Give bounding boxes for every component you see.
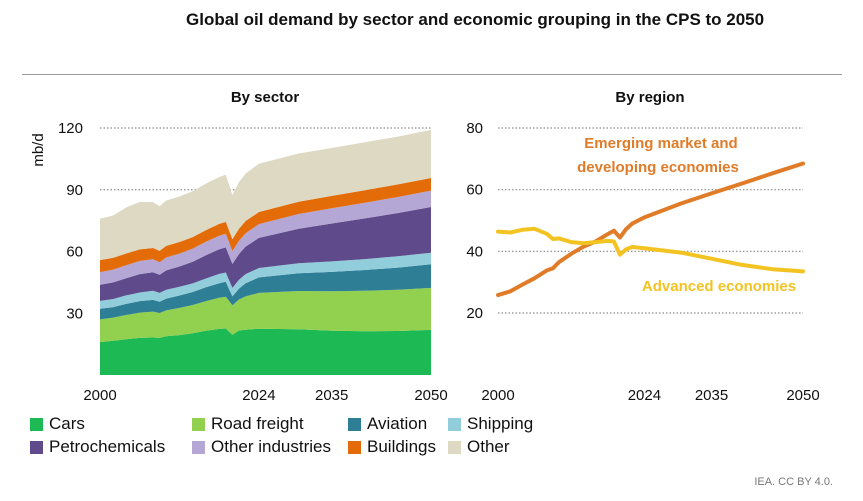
chart-title: Global oil demand by sector and economic… bbox=[186, 10, 765, 29]
area-cars bbox=[100, 328, 431, 375]
emde-series-label-line1: Emerging market and bbox=[584, 135, 737, 152]
sector-y-axis-label: mb/d bbox=[30, 133, 47, 166]
legend-label-cars: Cars bbox=[49, 414, 85, 433]
legend-label-other-industries: Other industries bbox=[211, 437, 331, 456]
legend-item-other-industries: Other industries bbox=[192, 437, 331, 457]
legend-swatch-shipping bbox=[448, 417, 461, 431]
region-y-tick-label: 20 bbox=[466, 305, 483, 322]
legend-item-buildings: Buildings bbox=[348, 437, 436, 457]
legend-swatch-aviation bbox=[348, 417, 361, 431]
area-other-industries bbox=[100, 190, 431, 285]
legend-swatch-road-freight bbox=[192, 417, 205, 431]
area-other bbox=[100, 129, 431, 261]
source-credit: IEA. CC BY 4.0. bbox=[754, 476, 833, 488]
region-x-tick-label: 2050 bbox=[786, 387, 819, 404]
region-lines bbox=[496, 161, 805, 298]
line-emde bbox=[496, 161, 805, 298]
region-y-tick-label: 80 bbox=[466, 120, 483, 137]
emde-series-label-line2: developing economies bbox=[577, 159, 739, 176]
sector-y-tick-label: 30 bbox=[66, 305, 83, 322]
sector-y-tick-label: 90 bbox=[66, 182, 83, 199]
region-x-tick-label: 2024 bbox=[628, 387, 661, 404]
sector-x-tick-label: 2024 bbox=[242, 387, 275, 404]
sector-y-ticks: 30 60 90 120 bbox=[58, 120, 83, 322]
title-divider bbox=[22, 74, 842, 75]
legend-item-other: Other bbox=[448, 437, 510, 457]
area-petrochemicals bbox=[100, 207, 431, 301]
region-y-ticks: 20 40 60 80 bbox=[466, 120, 483, 322]
sector-x-tick-label: 2000 bbox=[83, 387, 116, 404]
region-x-ticks: 2000 2024 2035 2050 bbox=[481, 387, 819, 404]
legend-swatch-petrochemicals bbox=[30, 440, 43, 454]
legend-label-aviation: Aviation bbox=[367, 414, 428, 433]
legend-label-road-freight: Road freight bbox=[211, 414, 304, 433]
legend-swatch-other bbox=[448, 440, 461, 454]
legend-swatch-cars bbox=[30, 417, 43, 431]
legend-label-petrochemicals: Petrochemicals bbox=[49, 437, 166, 456]
region-x-tick-label: 2000 bbox=[481, 387, 514, 404]
legend-item-petrochemicals: Petrochemicals bbox=[30, 437, 165, 457]
area-road-freight bbox=[100, 287, 431, 343]
region-y-tick-label: 60 bbox=[466, 182, 483, 199]
sector-stacked-areas bbox=[100, 129, 431, 375]
region-x-tick-label: 2035 bbox=[695, 387, 728, 404]
legend-item-shipping: Shipping bbox=[448, 414, 533, 434]
sector-x-ticks: 2000 2024 2035 2050 bbox=[83, 387, 447, 404]
sector-y-tick-label: 120 bbox=[58, 120, 83, 137]
legend-label-buildings: Buildings bbox=[367, 437, 436, 456]
area-buildings bbox=[100, 178, 431, 273]
legend-label-other: Other bbox=[467, 437, 510, 456]
legend-item-aviation: Aviation bbox=[348, 414, 427, 434]
legend-label-shipping: Shipping bbox=[467, 414, 534, 433]
legend-item-cars: Cars bbox=[30, 414, 85, 434]
sector-x-tick-label: 2050 bbox=[414, 387, 447, 404]
legend-swatch-other-industries bbox=[192, 440, 205, 454]
region-y-tick-label: 40 bbox=[466, 243, 483, 260]
line-advanced bbox=[496, 226, 805, 274]
legend-item-road-freight: Road freight bbox=[192, 414, 304, 434]
area-aviation bbox=[100, 264, 431, 320]
sector-x-tick-label: 2035 bbox=[315, 387, 348, 404]
region-panel-title: By region bbox=[615, 89, 684, 106]
legend-swatch-buildings bbox=[348, 440, 361, 454]
sector-y-tick-label: 60 bbox=[66, 244, 83, 261]
sector-panel-title: By sector bbox=[231, 89, 300, 106]
area-shipping bbox=[100, 252, 431, 309]
advanced-series-label: Advanced economies bbox=[642, 278, 796, 295]
